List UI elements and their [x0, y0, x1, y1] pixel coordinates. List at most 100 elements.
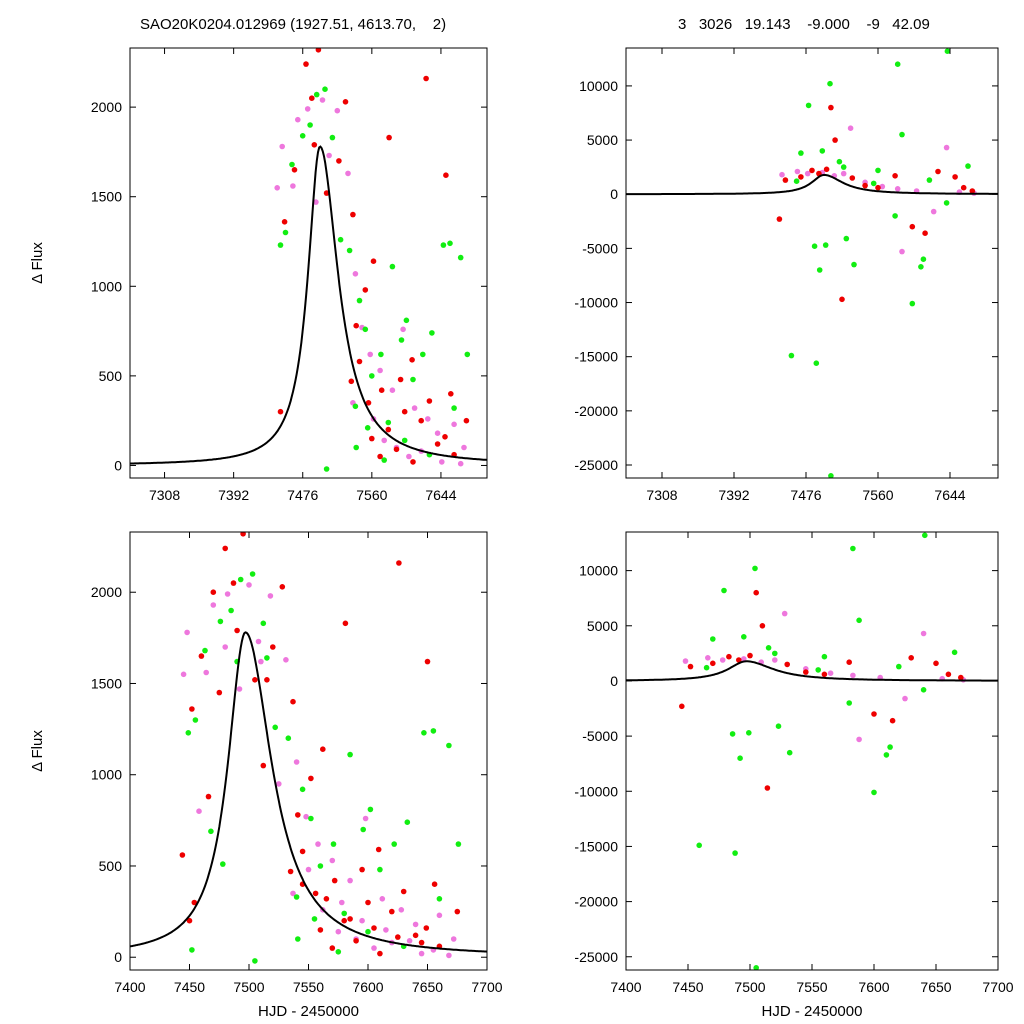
data-point-magenta: [313, 199, 319, 205]
data-point-magenta: [319, 97, 326, 103]
data-point-green: [788, 352, 795, 359]
data-point-magenta: [367, 351, 374, 358]
data-point-green: [369, 373, 375, 379]
data-point-green: [398, 337, 405, 343]
x-tick-label: 7476: [287, 487, 318, 503]
data-point-magenta: [894, 186, 901, 192]
data-points: [626, 532, 998, 970]
data-point-red: [336, 158, 342, 164]
y-tick-label: 0: [114, 949, 122, 965]
x-tick-label: 7700: [982, 979, 1013, 995]
data-point-green: [277, 242, 284, 248]
data-point-red: [410, 459, 416, 465]
data-point-green: [894, 61, 901, 67]
data-point-magenta: [781, 610, 788, 617]
data-point-green: [732, 850, 738, 856]
data-point-magenta: [902, 695, 908, 702]
data-point-red: [362, 287, 369, 293]
y-tick-label: -25000: [574, 949, 618, 965]
data-point-magenta: [741, 656, 747, 662]
data-point-green: [189, 947, 195, 953]
data-point-magenta: [425, 416, 431, 422]
x-tick-label: 7392: [218, 487, 249, 503]
data-point-red: [370, 258, 377, 265]
data-point-green: [721, 587, 727, 594]
data-point-red: [862, 182, 868, 189]
data-point-green: [385, 419, 392, 426]
data-point-green: [446, 742, 452, 749]
data-point-red: [365, 400, 372, 406]
panel-top-left: 7308 7392 7476 7560 7644 0 500 1000 1500 2000 Δ Fl…: [29, 47, 488, 503]
data-point-green: [322, 86, 328, 92]
data-point-magenta: [362, 815, 369, 822]
data-point-green: [421, 730, 427, 736]
data-point-magenta: [293, 759, 300, 765]
data-point-magenta: [329, 857, 336, 864]
data-point-magenta: [315, 841, 321, 847]
data-point-green: [920, 687, 927, 693]
data-point-green: [819, 148, 826, 154]
data-point-magenta: [184, 629, 190, 636]
data-point-green: [843, 235, 850, 242]
data-point-green: [330, 841, 337, 847]
data-point-magenta: [899, 248, 905, 255]
data-point-red: [198, 653, 205, 659]
data-point-green: [403, 317, 410, 324]
y-tick-label: 0: [610, 673, 618, 689]
data-point-green: [323, 466, 330, 472]
data-point-red: [205, 793, 212, 800]
data-point-red: [784, 661, 790, 668]
data-point-green: [850, 545, 856, 552]
data-point-green: [313, 91, 320, 98]
y-axis-label: Δ Flux: [29, 242, 46, 284]
data-point-red: [389, 908, 395, 915]
data-point-green: [353, 444, 360, 451]
data-point-red: [958, 674, 964, 681]
data-point-green: [875, 167, 881, 174]
data-point-magenta: [326, 152, 332, 159]
data-point-magenta: [705, 655, 711, 661]
data-point-magenta: [304, 106, 311, 112]
data-point-magenta: [451, 421, 457, 428]
model-curve: [626, 660, 998, 682]
data-point-red: [832, 137, 838, 143]
data-point-red: [434, 441, 441, 447]
y-tick-label: 1000: [91, 278, 122, 294]
data-point-green: [329, 134, 336, 141]
plot-frame: [625, 47, 999, 479]
data-point-magenta: [804, 170, 811, 177]
data-point-green: [786, 749, 793, 756]
data-point-red: [210, 589, 217, 595]
data-point-red: [353, 322, 360, 329]
data-point-green: [202, 647, 208, 654]
data-point-green: [836, 158, 843, 165]
data-point-red: [375, 846, 382, 853]
data-point-green: [943, 200, 950, 206]
x-tick-label: 7450: [174, 979, 205, 995]
data-point-green: [391, 841, 398, 847]
data-point-magenta: [377, 367, 383, 374]
x-tick-label: 7644: [934, 487, 965, 503]
data-point-red: [252, 677, 258, 683]
data-point-green: [272, 724, 279, 731]
data-point-red: [315, 48, 322, 53]
data-point-green: [249, 571, 256, 577]
data-point-red: [443, 172, 449, 178]
data-point-green: [429, 330, 435, 336]
y-tick-label: -20000: [574, 403, 618, 419]
data-point-red: [753, 589, 759, 596]
data-point-red: [317, 927, 324, 933]
data-point-red: [409, 357, 415, 363]
data-point-red: [908, 655, 914, 661]
data-point-red: [290, 698, 296, 705]
data-point-green: [447, 240, 453, 247]
data-point-magenta: [379, 896, 386, 902]
data-point-green: [828, 473, 834, 478]
data-point-red: [448, 391, 454, 397]
data-point-green: [816, 267, 823, 273]
data-point-magenta: [400, 326, 406, 333]
data-point-red: [426, 398, 433, 404]
data-point-red: [279, 584, 286, 590]
data-point-green: [356, 297, 363, 304]
data-point-red: [303, 61, 309, 67]
